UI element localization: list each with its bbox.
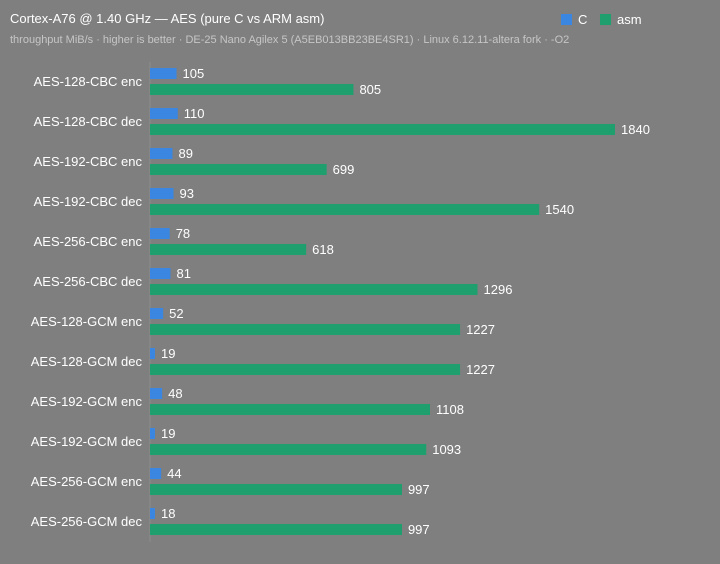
legend-label-c: C [578, 12, 588, 27]
category-label: AES-128-GCM enc [31, 314, 143, 329]
bar-asm [150, 284, 478, 295]
data-label-c: 19 [161, 346, 175, 361]
data-label-asm: 1108 [436, 402, 464, 417]
bar-asm [150, 324, 461, 335]
data-label-asm: 699 [333, 162, 355, 177]
bar-c [150, 228, 170, 239]
bar-asm [150, 244, 307, 255]
category-label: AES-256-CBC enc [34, 234, 143, 249]
category-label: AES-128-CBC enc [34, 74, 143, 89]
data-label-asm: 1093 [432, 442, 461, 457]
bar-c [150, 388, 163, 399]
category-label: AES-128-CBC dec [34, 114, 143, 129]
data-label-c: 81 [176, 266, 190, 281]
legend-label-asm: asm [617, 12, 642, 27]
legend-item-c: C [561, 12, 587, 27]
data-label-asm: 1296 [484, 282, 513, 297]
category-label: AES-192-CBC enc [34, 154, 143, 169]
bar-asm [150, 164, 327, 175]
data-label-c: 52 [169, 306, 183, 321]
bar-asm [150, 524, 402, 535]
data-label-c: 105 [183, 66, 205, 81]
bar-c [150, 428, 155, 439]
data-label-asm: 1227 [466, 322, 495, 337]
data-label-asm: 1227 [466, 362, 495, 377]
bar-asm [150, 404, 431, 415]
bar-asm [150, 84, 354, 95]
bar-c [150, 468, 162, 479]
data-label-c: 89 [178, 146, 192, 161]
category-label: AES-256-GCM enc [31, 474, 143, 489]
legend-item-asm: asm [600, 12, 642, 27]
category-label: AES-192-GCM dec [31, 434, 143, 449]
chart-title: Cortex-A76 @ 1.40 GHz — AES (pure C vs A… [10, 11, 325, 26]
data-label-asm: 1840 [621, 122, 650, 137]
data-label-c: 48 [168, 386, 182, 401]
data-label-c: 78 [176, 226, 190, 241]
legend-swatch-c [561, 14, 572, 25]
bar-asm [150, 444, 427, 455]
bar-asm [150, 124, 615, 135]
bar-c [150, 68, 177, 79]
data-label-c: 19 [161, 426, 175, 441]
category-label: AES-192-CBC dec [34, 194, 143, 209]
bar-asm [150, 364, 461, 375]
bar-c [150, 108, 178, 119]
data-label-c: 93 [180, 186, 194, 201]
data-label-asm: 997 [408, 522, 430, 537]
bar-c [150, 148, 173, 159]
data-label-c: 110 [184, 106, 205, 121]
category-label: AES-256-GCM dec [31, 514, 143, 529]
bar-asm [150, 484, 402, 495]
data-label-asm: 1540 [545, 202, 574, 217]
category-label: AES-256-CBC dec [34, 274, 143, 289]
bar-c [150, 508, 155, 519]
bar-asm [150, 204, 540, 215]
data-label-c: 44 [167, 466, 181, 481]
bar-c [150, 188, 174, 199]
category-label: AES-128-GCM dec [31, 354, 143, 369]
legend-swatch-asm [600, 14, 611, 25]
data-label-asm: 618 [312, 242, 334, 257]
bar-c [150, 348, 155, 359]
data-label-c: 18 [161, 506, 175, 521]
data-label-asm: 805 [359, 82, 381, 97]
chart-subtitle: throughput MiB/s · higher is better · DE… [10, 34, 570, 46]
category-label: AES-192-GCM enc [31, 394, 143, 409]
bar-c [150, 308, 164, 319]
bar-c [150, 268, 171, 279]
data-label-asm: 997 [408, 482, 430, 497]
